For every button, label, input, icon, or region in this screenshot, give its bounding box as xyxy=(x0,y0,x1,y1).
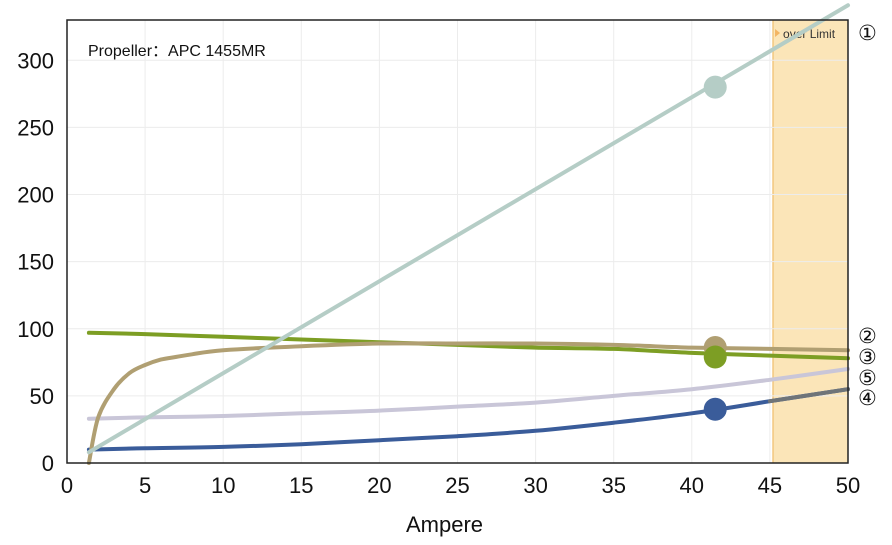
marker-dot-layer xyxy=(703,75,727,421)
propeller-annotation: Propeller：APC 1455MR xyxy=(88,43,266,60)
x-tick-label: 30 xyxy=(523,473,547,498)
series-line-2 xyxy=(86,341,850,465)
x-tick-label: 45 xyxy=(758,473,782,498)
series-label-1: ① xyxy=(858,21,877,45)
series-label-4: ④ xyxy=(858,386,877,410)
x-tick-label: 50 xyxy=(836,473,860,498)
plot-frame xyxy=(66,19,849,464)
tick-label-layer: 0 5 10 15 20 25 30 35 40 45 50 0 50 100 150 200 250 300 xyxy=(17,48,860,498)
x-axis-title: Ampere xyxy=(406,512,483,537)
series-layer xyxy=(86,3,850,465)
series-line-5 xyxy=(86,367,850,421)
x-tick-label: 20 xyxy=(367,473,391,498)
x-tick-label: 15 xyxy=(289,473,313,498)
series-label-3: ③ xyxy=(858,345,877,369)
limit-region-layer: over Limit xyxy=(772,20,848,463)
y-tick-label: 150 xyxy=(17,250,54,275)
series-marker-dot-3 xyxy=(703,345,727,369)
y-tick-label: 250 xyxy=(17,115,54,140)
series-marker-dot-4 xyxy=(703,397,727,421)
series-line-4 xyxy=(86,387,850,452)
series-label-5: ⑤ xyxy=(858,366,877,390)
series-marker-dot-1 xyxy=(703,75,727,99)
series-label-layer: ① ②③ ④⑤ xyxy=(858,21,877,410)
x-tick-label: 35 xyxy=(601,473,625,498)
x-tick-label: 40 xyxy=(680,473,704,498)
y-tick-label: 50 xyxy=(30,384,54,409)
y-tick-label: 200 xyxy=(17,183,54,208)
grid-layer xyxy=(67,20,848,463)
y-tick-label: 300 xyxy=(17,48,54,73)
over-limit-arrow-icon xyxy=(775,29,781,37)
x-tick-label: 0 xyxy=(61,473,73,498)
x-tick-label: 25 xyxy=(445,473,469,498)
y-tick-label: 0 xyxy=(42,451,54,476)
series-label-2: ② xyxy=(858,324,877,348)
series-4-over-limit-segment xyxy=(767,387,850,404)
x-tick-label: 10 xyxy=(211,473,235,498)
y-tick-label: 100 xyxy=(17,317,54,342)
x-tick-label: 5 xyxy=(139,473,151,498)
